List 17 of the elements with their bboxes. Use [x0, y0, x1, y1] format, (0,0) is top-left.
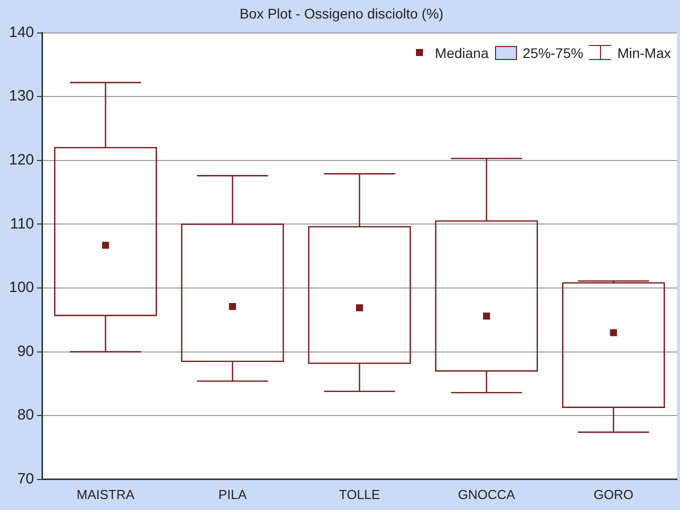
- x-tick-label: GNOCCA: [458, 486, 516, 502]
- x-tick-label: PILA: [218, 486, 247, 502]
- x-tick-label: GORO: [594, 486, 634, 502]
- y-tick-label: 120: [8, 152, 34, 169]
- y-tick-label: 130: [8, 88, 34, 105]
- x-tick-label: MAISTRA: [76, 486, 135, 502]
- y-tick-label: 140: [8, 24, 34, 41]
- annotation: Mediana: [434, 44, 489, 61]
- y-tick-label: 80: [17, 406, 34, 424]
- annotation: Min-Max: [617, 44, 671, 61]
- y-tick-label: 70: [17, 470, 34, 488]
- y-tick-label: 90: [17, 342, 34, 360]
- chart-title: Box Plot - Ossigeno disciolto (%): [240, 5, 444, 22]
- x-tick-label: TOLLE: [339, 486, 380, 502]
- y-tick-label: 100: [8, 279, 34, 296]
- annotation: 25%-75%: [522, 44, 584, 61]
- y-tick-label: 110: [10, 215, 34, 232]
